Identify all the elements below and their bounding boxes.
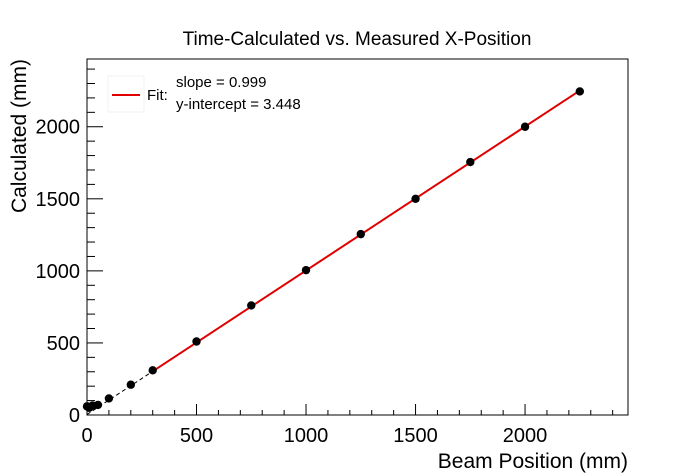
- data-point: [411, 194, 420, 204]
- axis-ticks: 0 500 1000 1500 2000 0 500 1000 1500 2000: [36, 68, 614, 447]
- data-point: [356, 229, 365, 239]
- data-point: [126, 380, 136, 389]
- data-point: [93, 400, 103, 410]
- x-tick-label: 1000: [284, 425, 329, 447]
- data-point: [192, 337, 201, 346]
- x-tick-label: 500: [180, 425, 213, 447]
- x-tick-label: 2000: [503, 425, 548, 447]
- y-tick-label: 500: [47, 333, 80, 355]
- data-point: [247, 301, 256, 310]
- y-tick-label: 0: [69, 405, 80, 427]
- legend-intercept: y-intercept = 3.448: [176, 96, 301, 113]
- data-point: [575, 87, 585, 96]
- fit-layer: [86, 89, 581, 415]
- x-tick-label: 0: [81, 425, 92, 447]
- legend: Fit: slope = 0.999 y-intercept = 3.448: [107, 74, 301, 113]
- x-axis-label: Beam Position (mm): [438, 450, 628, 473]
- y-axis-label: Calculated (mm): [8, 59, 31, 213]
- x-tick-label: 1500: [393, 425, 438, 447]
- data-point: [301, 265, 311, 275]
- data-point: [520, 122, 530, 131]
- plot-frame: [86, 58, 629, 416]
- y-tick-label: 1500: [36, 189, 81, 211]
- data-points: [82, 87, 585, 412]
- data-point: [466, 157, 475, 167]
- legend-label: Fit:: [147, 87, 168, 104]
- chart-title: Time-Calculated vs. Measured X-Position: [183, 29, 532, 50]
- plot-border: [86, 58, 629, 416]
- data-point: [104, 394, 114, 403]
- data-point: [148, 366, 157, 375]
- y-tick-label: 2000: [36, 117, 81, 139]
- fit-line: [152, 89, 581, 373]
- legend-slope: slope = 0.999: [176, 74, 267, 91]
- y-tick-label: 1000: [36, 261, 81, 283]
